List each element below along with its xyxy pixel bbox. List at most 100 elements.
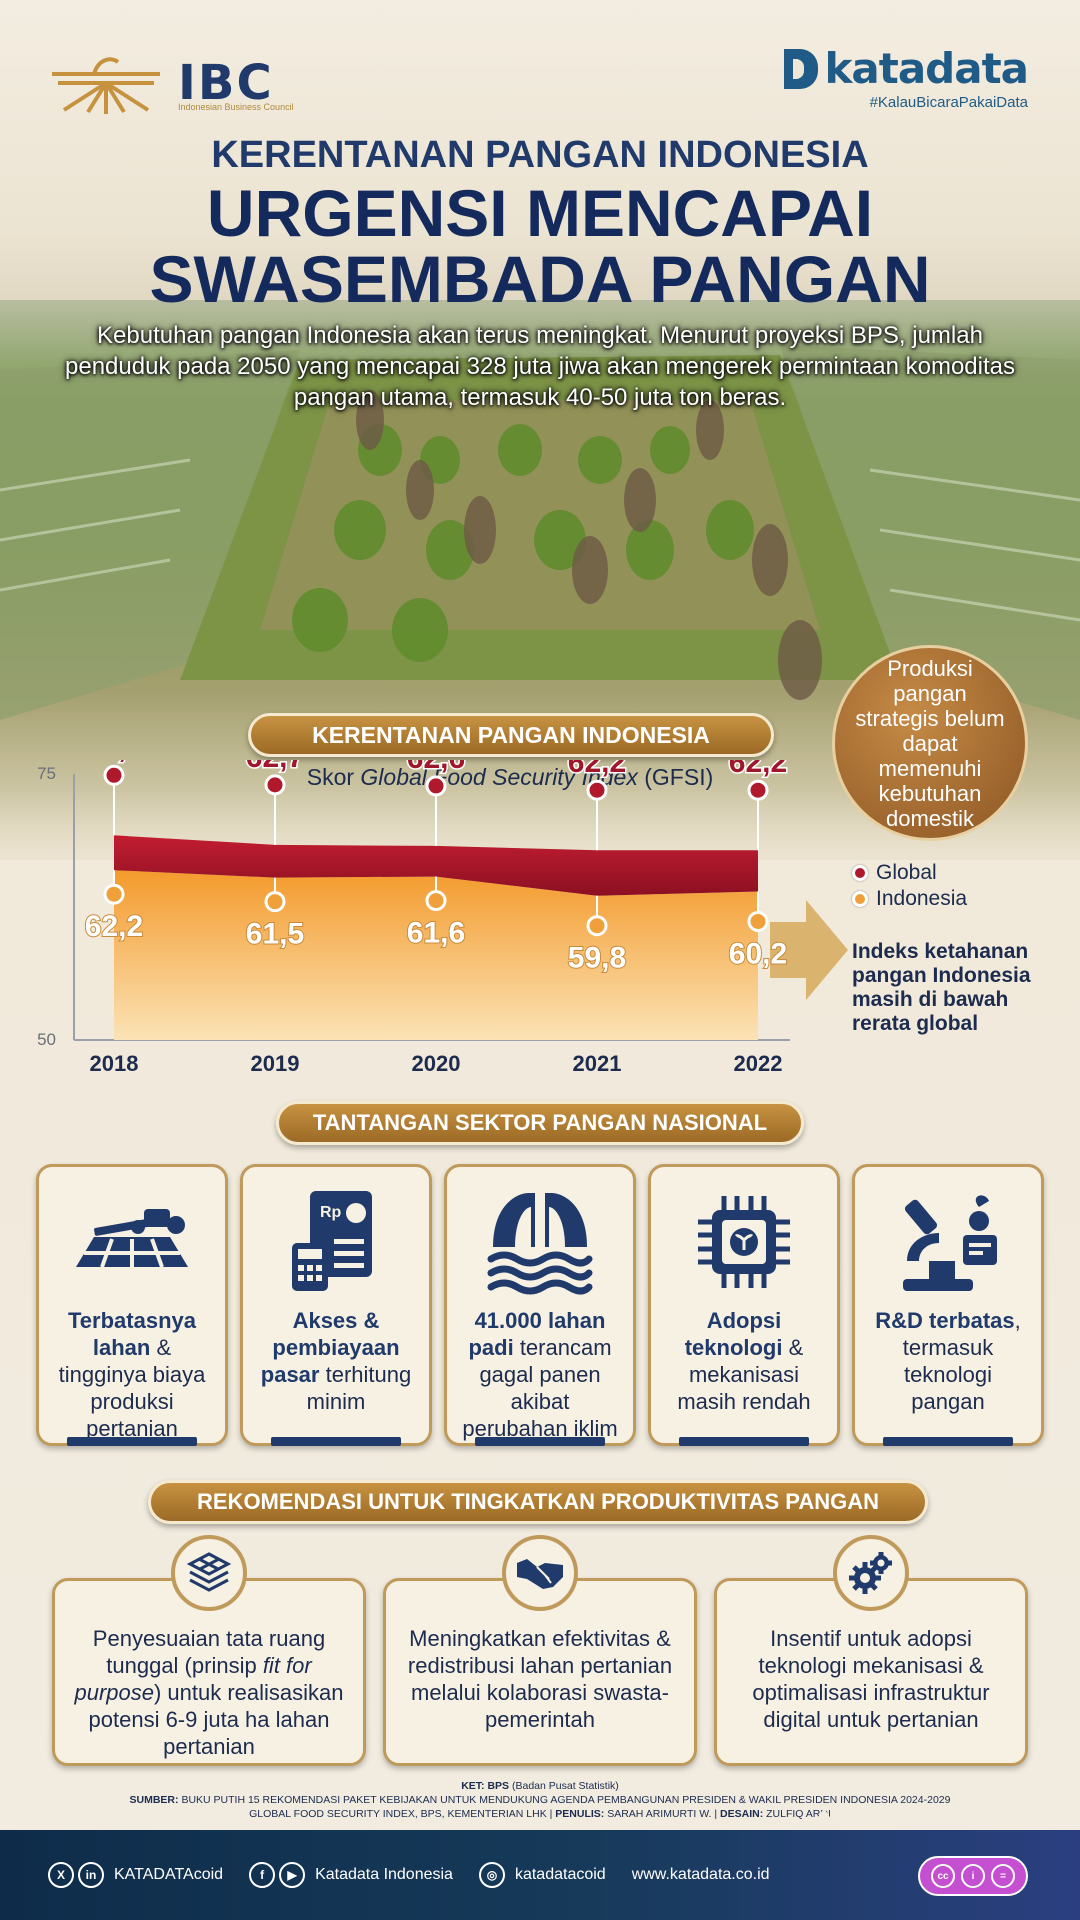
notes-sumber-text: BUKU PUTIH 15 REKOMENDASI PAKET KEBIJAKA… xyxy=(181,1794,951,1806)
indonesia-point-2021 xyxy=(586,915,608,937)
challenge-bold-rnd: R&D terbatas xyxy=(875,1308,1015,1333)
notes-desain-label: DESAIN: xyxy=(720,1808,764,1820)
header-background xyxy=(0,0,1080,330)
eagle-icon xyxy=(52,57,160,114)
global-point-2021 xyxy=(586,779,608,801)
x-icon[interactable]: X xyxy=(48,1862,74,1888)
footer-background xyxy=(0,1830,1080,1920)
ibc-logo-subtitle: Indonesian Business Council xyxy=(178,102,294,112)
global-point-2020 xyxy=(425,775,447,797)
card-bar xyxy=(679,1437,809,1446)
rec-text-spatial-italic: fit for purpose xyxy=(74,1653,312,1705)
finance-document-icon: Rp xyxy=(253,1177,419,1307)
x-tick-label-2018: 2018 xyxy=(90,1051,139,1076)
notes-ket-bold: BPS xyxy=(487,1780,510,1792)
global-point-2018 xyxy=(103,764,125,786)
source-notes: KET: BPS (Badan Pusat Statistik) SUMBER:… xyxy=(0,1779,1080,1821)
rec-text-spatial-post: ) untuk realisasikan potensi 6-9 juta ha… xyxy=(88,1680,344,1759)
notes-penulis-label: PENULIS: xyxy=(555,1808,605,1820)
layers-icon xyxy=(171,1535,247,1611)
global-value-label-2021: 62,2 xyxy=(568,760,626,779)
challenge-card-land: Terbatasnya lahan & tingginya biaya prod… xyxy=(36,1164,228,1446)
footer-social: X in KATADATAcoid f ▶ Katadata Indonesia… xyxy=(48,1860,770,1890)
x-tick-label-2020: 2020 xyxy=(412,1051,461,1076)
notes-penulis: SARAH ARIMURTI W. xyxy=(607,1808,712,1820)
production-badge: Produksi pangan strategis belum dapat me… xyxy=(832,645,1028,841)
footer-handle-x[interactable]: KATADATAcoid xyxy=(114,1866,224,1883)
facebook-icon[interactable]: f xyxy=(249,1862,276,1888)
chip-icon xyxy=(661,1177,827,1307)
chart-arrow-note: Indeks ketahanan pangan Indonesia masih … xyxy=(852,940,1031,1035)
x-tick-label-2021: 2021 xyxy=(573,1051,622,1076)
challenge-card-finance: Rp Akses & pembiayaan pasar terhitung mi… xyxy=(240,1164,432,1446)
microscope-plant-icon xyxy=(865,1177,1031,1307)
tractor-icon xyxy=(49,1177,215,1307)
y-tick-label-50: 50 xyxy=(37,1030,56,1049)
footer-handle-facebook[interactable]: Katadata Indonesia xyxy=(315,1866,453,1883)
challenge-text-rnd: R&D terbatas, termasuk teknologi pangan xyxy=(865,1307,1031,1415)
card-bar xyxy=(475,1437,605,1446)
chart-section-heading: KERENTANAN PANGAN INDONESIA xyxy=(248,713,774,757)
footer-handle-instagram[interactable]: katadatacoid xyxy=(514,1866,606,1883)
challenge-text-climate: 41.000 lahan padi terancam gagal panen a… xyxy=(457,1307,623,1442)
ibc-logo-text: IBC xyxy=(178,55,274,111)
indonesia-point-2020 xyxy=(425,890,447,912)
notes-sumber-label: SUMBER: xyxy=(129,1794,179,1806)
rec-text-redistribution: Meningkatkan efektivitas & redistribusi … xyxy=(407,1626,673,1732)
linkedin-icon[interactable]: in xyxy=(78,1862,104,1888)
card-bar xyxy=(883,1437,1013,1446)
cc-nd-icon: = xyxy=(991,1864,1015,1888)
rec-text-spatial-pre: Penyesuaian tata ruang tunggal (prinsip xyxy=(92,1626,326,1678)
indonesia-value-label-2022: 60,2 xyxy=(729,937,787,970)
katadata-d-icon xyxy=(784,49,819,89)
gears-icon xyxy=(833,1535,909,1611)
rice-field-illustration xyxy=(0,345,1080,720)
challenge-card-rnd: R&D terbatas, termasuk teknologi pangan xyxy=(852,1164,1044,1446)
title-line-2: SWASEMBADA PANGAN xyxy=(149,242,931,316)
x-tick-label-2019: 2019 xyxy=(251,1051,300,1076)
legend-label-global: Global xyxy=(876,861,937,884)
legend-label-indonesia: Indonesia xyxy=(876,887,968,910)
challenge-text-technology: Adopsi teknologi & mekanisasi masih rend… xyxy=(661,1307,827,1415)
challenge-bold-finance: Akses & pembiayaan pasar xyxy=(260,1308,400,1387)
challenge-rest-rnd: , termasuk teknologi pangan xyxy=(902,1308,1021,1414)
indonesia-value-label-2018: 62,2 xyxy=(85,910,143,943)
challenge-rest-climate: terancam gagal panen akibat perubahan ik… xyxy=(462,1335,618,1441)
chart-subtitle-post: (GFSI) xyxy=(637,764,714,790)
challenge-bold-climate: 41.000 lahan padi xyxy=(468,1308,606,1360)
chart-legend: Global Indonesia xyxy=(852,861,968,914)
supertitle: KERENTANAN PANGAN INDONESIA xyxy=(211,134,869,176)
handshake-icon xyxy=(502,1535,578,1611)
production-badge-text: Produksi pangan strategis belum dapat me… xyxy=(855,655,1005,831)
cc-by-icon: i xyxy=(961,1864,985,1888)
notes-sumber: SUMBER: BUKU PUTIH 15 REKOMENDASI PAKET … xyxy=(0,1793,1080,1807)
indonesia-value-label-2019: 61,5 xyxy=(246,918,304,951)
challenge-text-finance: Akses & pembiayaan pasar terhitung minim xyxy=(253,1307,419,1415)
footer-callout-notch xyxy=(810,1808,838,1830)
gfsi-chart: 50 75 63,6 62,2 2018 62,7 61,5 2019 62,6 61,6 2020… xyxy=(37,760,848,1076)
challenges-heading: TANTANGAN SEKTOR PANGAN NASIONAL xyxy=(276,1101,804,1145)
katadata-hashtag: #KalauBicaraPakaiData xyxy=(869,94,1028,111)
intro-paragraph: Kebutuhan pangan Indonesia akan terus me… xyxy=(65,322,1015,411)
chart-subtitle-pre: Skor xyxy=(306,764,361,790)
indonesia-value-label-2021: 59,8 xyxy=(568,942,626,975)
instagram-icon[interactable]: ◎ xyxy=(478,1862,505,1888)
footer-website-link[interactable]: www.katadata.co.id xyxy=(631,1866,770,1883)
challenge-cards: Terbatasnya lahan & tingginya biaya prod… xyxy=(36,1164,1044,1446)
legend-marker-indonesia xyxy=(852,891,868,907)
youtube-icon[interactable]: ▶ xyxy=(279,1862,306,1888)
notes-ket: KET: BPS (Badan Pusat Statistik) xyxy=(0,1779,1080,1793)
legend-marker-global xyxy=(852,865,868,881)
challenge-text-land: Terbatasnya lahan & tingginya biaya prod… xyxy=(49,1307,215,1442)
creative-commons-badge[interactable]: cc i = xyxy=(918,1856,1028,1896)
indonesia-point-2019 xyxy=(264,891,286,913)
global-point-2022 xyxy=(747,779,769,801)
recommendation-card-spatial: Penyesuaian tata ruang tunggal (prinsip … xyxy=(52,1578,366,1766)
cc-icon: cc xyxy=(931,1864,955,1888)
katadata-logo[interactable]: katadata #KalauBicaraPakaiData xyxy=(784,48,1029,111)
page-title: URGENSI MENCAPAI SWASEMBADA PANGAN xyxy=(0,180,1080,312)
flood-icon xyxy=(457,1177,623,1307)
rec-text-incentive: Insentif untuk adopsi teknologi mekanisa… xyxy=(752,1626,990,1732)
global-value-label-2020: 62,6 xyxy=(407,760,465,775)
ibc-logo[interactable]: IBC Indonesian Business Council xyxy=(48,50,294,116)
